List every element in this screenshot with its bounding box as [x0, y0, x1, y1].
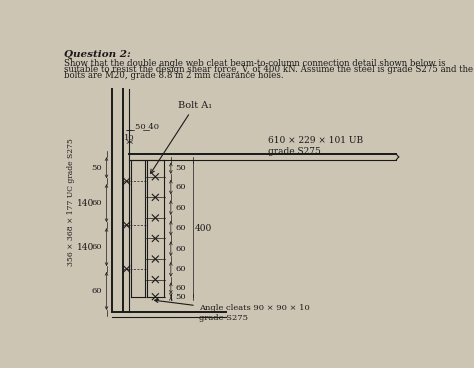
Text: 60: 60 — [175, 204, 186, 212]
Text: 60: 60 — [175, 284, 186, 292]
Text: 60: 60 — [175, 245, 186, 253]
Text: 60: 60 — [175, 183, 186, 191]
Text: suitable to resist the design shear force, V, of 400 kN. Assume the steel is gra: suitable to resist the design shear forc… — [64, 65, 473, 74]
Text: 60: 60 — [175, 224, 186, 232]
Text: 400: 400 — [195, 224, 212, 233]
Text: Show that the double angle web cleat beam-to-column connection detail shown belo: Show that the double angle web cleat bea… — [64, 59, 446, 68]
Text: Bolt A₁: Bolt A₁ — [151, 100, 212, 173]
Text: 50: 50 — [91, 164, 102, 172]
Text: bolts are M20, grade 8.8 in 2 mm clearance holes.: bolts are M20, grade 8.8 in 2 mm clearan… — [64, 71, 283, 80]
Text: 10: 10 — [125, 134, 135, 142]
Text: 50: 50 — [175, 293, 186, 301]
Text: 610 × 229 × 101 UB
grade S275: 610 × 229 × 101 UB grade S275 — [268, 136, 364, 156]
Text: 60: 60 — [91, 287, 102, 295]
Text: 60: 60 — [91, 243, 102, 251]
Text: 60: 60 — [175, 265, 186, 273]
Text: 140: 140 — [77, 243, 94, 252]
Text: 140: 140 — [77, 199, 94, 208]
Text: 50 40: 50 40 — [135, 123, 159, 131]
Text: Angle cleats 90 × 90 × 10
grade S275: Angle cleats 90 × 90 × 10 grade S275 — [155, 299, 310, 322]
Text: 60: 60 — [91, 199, 102, 207]
Text: 356 × 368 × 177 UC grade S275: 356 × 368 × 177 UC grade S275 — [67, 138, 75, 266]
Text: 50: 50 — [175, 164, 186, 172]
Text: Question 2:: Question 2: — [64, 50, 131, 59]
